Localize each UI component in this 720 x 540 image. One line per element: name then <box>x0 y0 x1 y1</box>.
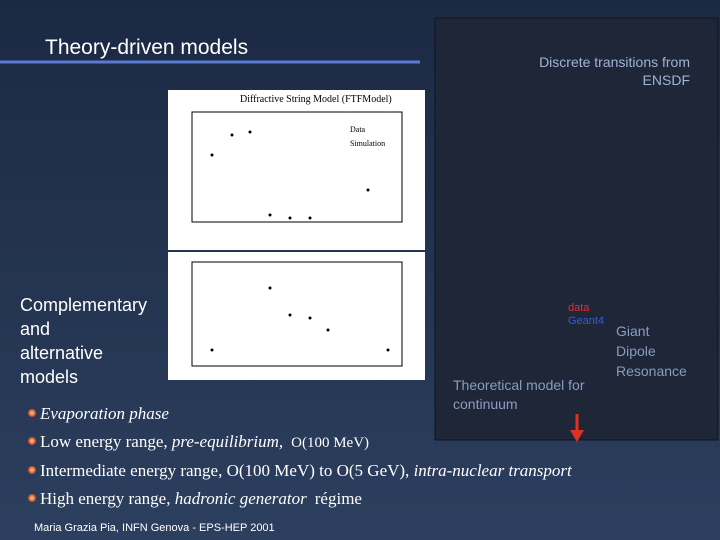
bullet-text: régime <box>315 489 362 508</box>
bullet-text: Low energy range, <box>40 432 172 451</box>
footer: Maria Grazia Pia, INFN Genova - EPS-HEP … <box>34 522 275 534</box>
plot-legend: Simulation <box>350 139 385 148</box>
bullet: Low energy range, pre-equilibrium, O(100 … <box>40 432 369 451</box>
resonance: Dipole <box>616 343 656 359</box>
right-panel <box>434 17 719 441</box>
caption: ENSDF <box>643 72 690 88</box>
title: Theory-driven models <box>45 36 248 59</box>
bullet: High energy range, hadronic generator rég… <box>40 489 362 508</box>
bullet-text: High energy range, <box>40 489 175 508</box>
side-note: Complementary <box>20 295 147 315</box>
plot-legend: Data <box>350 125 366 134</box>
bullet: Evaporation phase <box>39 404 169 423</box>
bullet-text: Evaporation phase <box>39 404 169 423</box>
resonance: Giant <box>616 323 650 339</box>
resonance: Resonance <box>616 363 687 379</box>
bullet-text: pre-equilibrium, <box>171 432 283 451</box>
arrow-head <box>570 430 584 442</box>
side-note: models <box>20 367 78 387</box>
bullets <box>28 409 36 502</box>
plot-top <box>168 90 425 250</box>
caption: Discrete transitions from <box>539 54 690 70</box>
bullet-text: intra-nuclear transport <box>414 461 573 480</box>
legend-data: data <box>568 302 590 314</box>
plot-axes <box>191 111 403 367</box>
plot-points <box>210 130 390 352</box>
legend-geant4: Geant4 <box>568 315 604 327</box>
bullet-text: hadronic generator <box>175 489 307 508</box>
side-note: and <box>20 319 50 339</box>
bullet-text: Intermediate energy range, O(100 MeV) to… <box>40 461 414 480</box>
side-note: alternative <box>20 343 103 363</box>
plot-title: Diffractive String Model (FTFModel) <box>240 94 392 105</box>
continuum: continuum <box>453 396 518 412</box>
plot-bottom <box>168 252 425 380</box>
bullet: Intermediate energy range, O(100 MeV) to… <box>40 461 573 480</box>
bullet-text: O(100 MeV) <box>291 435 369 451</box>
continuum: Theoretical model for <box>453 377 585 393</box>
